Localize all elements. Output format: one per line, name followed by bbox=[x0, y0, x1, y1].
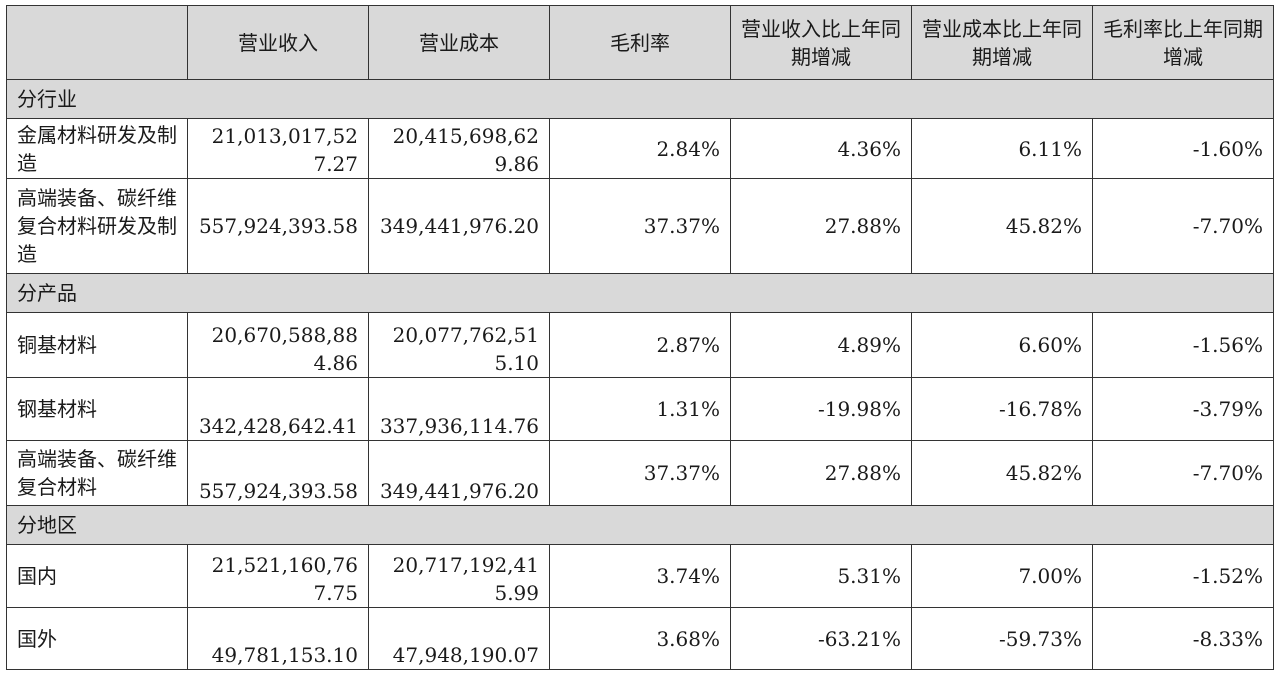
margin-yoy-cell: -1.52% bbox=[1092, 544, 1274, 608]
revenue-cell: 21,521,160,767.75 bbox=[187, 544, 369, 608]
revenue-yoy-cell: 4.89% bbox=[730, 312, 912, 378]
revenue-yoy-cell: -19.98% bbox=[730, 377, 912, 441]
row-label: 国内 bbox=[6, 544, 188, 608]
row-label: 高端装备、碳纤维复合材料研发及制造 bbox=[6, 178, 188, 274]
cost-yoy-cell: 6.60% bbox=[911, 312, 1093, 378]
cost-cell: 47,948,190.07 bbox=[368, 607, 550, 670]
margin-yoy-cell: -7.70% bbox=[1092, 440, 1274, 506]
gross-margin-cell: 3.68% bbox=[549, 607, 731, 670]
gross-margin-cell: 2.84% bbox=[549, 118, 731, 179]
revenue-cell: 20,670,588,884.86 bbox=[187, 312, 369, 378]
revenue-cell: 557,924,393.58 bbox=[187, 178, 369, 274]
margin-yoy-cell: -1.56% bbox=[1092, 312, 1274, 378]
header-cell-blank bbox=[6, 5, 188, 80]
table-row: 铜基材料 20,670,588,884.86 20,077,762,515.10… bbox=[6, 312, 1274, 378]
revenue-yoy-cell: -63.21% bbox=[730, 607, 912, 670]
header-cell-margin-yoy: 毛利率比上年同期增减 bbox=[1092, 5, 1274, 80]
gross-margin-cell: 1.31% bbox=[549, 377, 731, 441]
header-cell-cost-yoy: 营业成本比上年同期增减 bbox=[911, 5, 1093, 80]
table-row: 钢基材料 342,428,642.41 337,936,114.76 1.31%… bbox=[6, 377, 1274, 441]
revenue-yoy-cell: 4.36% bbox=[730, 118, 912, 179]
table-row: 金属材料研发及制造 21,013,017,527.27 20,415,698,6… bbox=[6, 118, 1274, 179]
header-cell-cost: 营业成本 bbox=[368, 5, 550, 80]
row-label: 国外 bbox=[6, 607, 188, 670]
table-row: 国外 49,781,153.10 47,948,190.07 3.68% -63… bbox=[6, 607, 1274, 670]
cost-cell: 337,936,114.76 bbox=[368, 377, 550, 441]
section-title: 分行业 bbox=[6, 79, 1274, 119]
section-title: 分地区 bbox=[6, 505, 1274, 545]
section-row-product: 分产品 bbox=[6, 273, 1274, 313]
margin-yoy-cell: -8.33% bbox=[1092, 607, 1274, 670]
section-title: 分产品 bbox=[6, 273, 1274, 313]
header-row: 营业收入 营业成本 毛利率 营业收入比上年同期增减 营业成本比上年同期增减 毛利… bbox=[6, 5, 1274, 80]
cost-yoy-cell: -59.73% bbox=[911, 607, 1093, 670]
financial-table: 营业收入 营业成本 毛利率 营业收入比上年同期增减 营业成本比上年同期增减 毛利… bbox=[6, 5, 1274, 670]
cost-yoy-cell: -16.78% bbox=[911, 377, 1093, 441]
table-row: 高端装备、碳纤维复合材料研发及制造 557,924,393.58 349,441… bbox=[6, 178, 1274, 274]
cost-cell: 349,441,976.20 bbox=[368, 440, 550, 506]
revenue-cell: 557,924,393.58 bbox=[187, 440, 369, 506]
header-cell-revenue-yoy: 营业收入比上年同期增减 bbox=[730, 5, 912, 80]
header-cell-gross-margin: 毛利率 bbox=[549, 5, 731, 80]
gross-margin-cell: 37.37% bbox=[549, 440, 731, 506]
row-label: 钢基材料 bbox=[6, 377, 188, 441]
revenue-cell: 21,013,017,527.27 bbox=[187, 118, 369, 179]
row-label: 高端装备、碳纤维复合材料 bbox=[6, 440, 188, 506]
header-cell-revenue: 营业收入 bbox=[187, 5, 369, 80]
cost-yoy-cell: 6.11% bbox=[911, 118, 1093, 179]
gross-margin-cell: 3.74% bbox=[549, 544, 731, 608]
revenue-yoy-cell: 27.88% bbox=[730, 440, 912, 506]
section-row-region: 分地区 bbox=[6, 505, 1274, 545]
table-row: 国内 21,521,160,767.75 20,717,192,415.99 3… bbox=[6, 544, 1274, 608]
revenue-yoy-cell: 27.88% bbox=[730, 178, 912, 274]
revenue-cell: 49,781,153.10 bbox=[187, 607, 369, 670]
cost-yoy-cell: 45.82% bbox=[911, 440, 1093, 506]
cost-cell: 20,077,762,515.10 bbox=[368, 312, 550, 378]
section-row-industry: 分行业 bbox=[6, 79, 1274, 119]
row-label: 铜基材料 bbox=[6, 312, 188, 378]
revenue-cell: 342,428,642.41 bbox=[187, 377, 369, 441]
cost-cell: 20,717,192,415.99 bbox=[368, 544, 550, 608]
gross-margin-cell: 37.37% bbox=[549, 178, 731, 274]
gross-margin-cell: 2.87% bbox=[549, 312, 731, 378]
row-label: 金属材料研发及制造 bbox=[6, 118, 188, 179]
table-row: 高端装备、碳纤维复合材料 557,924,393.58 349,441,976.… bbox=[6, 440, 1274, 506]
cost-yoy-cell: 45.82% bbox=[911, 178, 1093, 274]
cost-cell: 20,415,698,629.86 bbox=[368, 118, 550, 179]
cost-yoy-cell: 7.00% bbox=[911, 544, 1093, 608]
cost-cell: 349,441,976.20 bbox=[368, 178, 550, 274]
margin-yoy-cell: -1.60% bbox=[1092, 118, 1274, 179]
revenue-yoy-cell: 5.31% bbox=[730, 544, 912, 608]
margin-yoy-cell: -7.70% bbox=[1092, 178, 1274, 274]
margin-yoy-cell: -3.79% bbox=[1092, 377, 1274, 441]
